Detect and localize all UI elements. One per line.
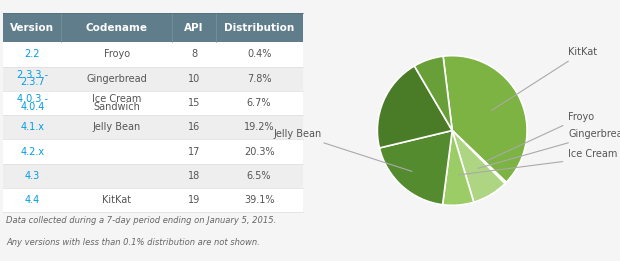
- Text: 4.3: 4.3: [25, 171, 40, 181]
- Text: 19: 19: [188, 195, 200, 205]
- Text: 20.3%: 20.3%: [244, 147, 275, 157]
- Text: 39.1%: 39.1%: [244, 195, 274, 205]
- Bar: [3, 91, 303, 115]
- Text: 0.4%: 0.4%: [247, 49, 272, 60]
- Wedge shape: [378, 66, 452, 148]
- Bar: [3, 67, 303, 91]
- Text: 4.2.x: 4.2.x: [20, 147, 45, 157]
- Text: 2.3.7: 2.3.7: [20, 77, 45, 87]
- Text: Any versions with less than 0.1% distribution are not shown.: Any versions with less than 0.1% distrib…: [6, 238, 260, 247]
- Bar: [172, 13, 216, 42]
- Text: Ice Cream: Ice Cream: [92, 94, 141, 104]
- Text: 19.2%: 19.2%: [244, 122, 275, 132]
- Text: Jelly Bean: Jelly Bean: [273, 129, 412, 171]
- Wedge shape: [452, 130, 507, 184]
- Wedge shape: [379, 130, 452, 205]
- Text: Gingerbread: Gingerbread: [478, 129, 620, 168]
- Bar: [3, 139, 303, 164]
- Text: API: API: [184, 22, 204, 33]
- Text: Version: Version: [11, 22, 55, 33]
- Text: 10: 10: [188, 74, 200, 84]
- Text: 2.3.3 -: 2.3.3 -: [17, 70, 48, 80]
- Text: 4.4: 4.4: [25, 195, 40, 205]
- Text: Jelly Bean: Jelly Bean: [93, 122, 141, 132]
- Wedge shape: [414, 56, 452, 130]
- Text: 15: 15: [188, 98, 200, 108]
- Wedge shape: [443, 56, 527, 182]
- Text: Distribution: Distribution: [224, 22, 294, 33]
- Bar: [3, 13, 61, 42]
- Text: Froyo: Froyo: [104, 49, 130, 60]
- Text: 4.1.x: 4.1.x: [20, 122, 44, 132]
- Text: 8: 8: [191, 49, 197, 60]
- Text: Gingerbread: Gingerbread: [87, 74, 148, 84]
- Text: 16: 16: [188, 122, 200, 132]
- Text: 6.7%: 6.7%: [247, 98, 272, 108]
- Bar: [3, 42, 303, 67]
- Text: 7.8%: 7.8%: [247, 74, 272, 84]
- Text: Froyo: Froyo: [487, 112, 595, 161]
- Text: 4.0.3 -: 4.0.3 -: [17, 94, 48, 104]
- Bar: [3, 188, 303, 212]
- Bar: [3, 115, 303, 139]
- Text: Ice Cream Sandwich: Ice Cream Sandwich: [459, 150, 620, 175]
- Wedge shape: [443, 130, 474, 205]
- Bar: [216, 13, 303, 42]
- Text: KitKat: KitKat: [492, 47, 598, 111]
- Bar: [3, 164, 303, 188]
- Text: Codename: Codename: [86, 22, 148, 33]
- Text: Data collected during a 7-day period ending on January 5, 2015.: Data collected during a 7-day period end…: [6, 216, 277, 225]
- Text: 2.2: 2.2: [25, 49, 40, 60]
- Text: 18: 18: [188, 171, 200, 181]
- Text: Sandwich: Sandwich: [94, 102, 140, 112]
- Wedge shape: [452, 130, 505, 202]
- Bar: [61, 13, 172, 42]
- Text: 17: 17: [188, 147, 200, 157]
- Text: 6.5%: 6.5%: [247, 171, 272, 181]
- Text: KitKat: KitKat: [102, 195, 131, 205]
- Text: 4.0.4: 4.0.4: [20, 102, 45, 112]
